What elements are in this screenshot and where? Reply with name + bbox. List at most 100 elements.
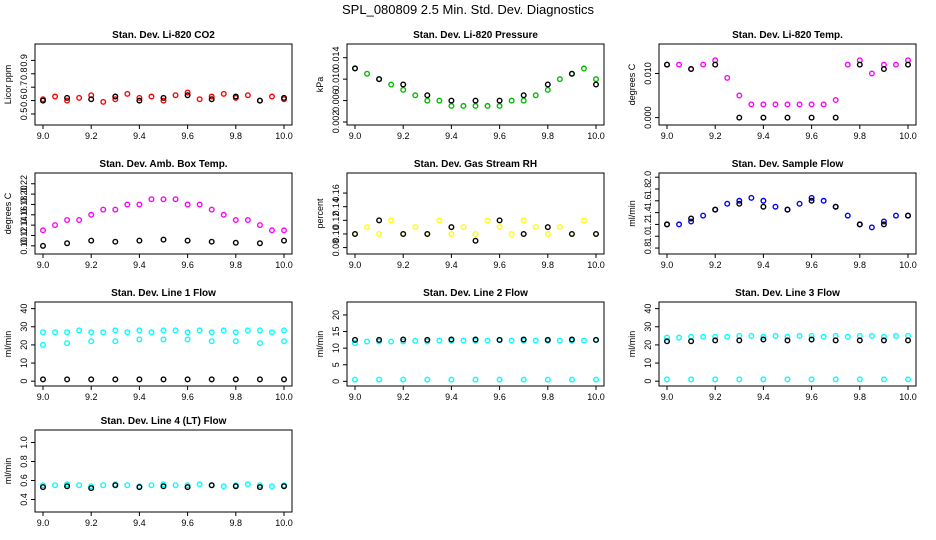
data-point	[436, 97, 443, 104]
data-point	[544, 86, 551, 93]
data-point	[664, 376, 671, 383]
y-tick-label: 0.5	[19, 108, 29, 121]
data-point	[472, 237, 479, 244]
y-axis-label: ml/min	[627, 200, 637, 227]
data-point	[484, 217, 491, 224]
x-tick-label: 9.8	[230, 131, 243, 141]
data-point	[40, 329, 47, 336]
y-tick-label: 0.010	[331, 68, 341, 91]
data-point	[244, 216, 251, 223]
data-point	[856, 376, 863, 383]
panel-3: Stan. Dev. Li-820 Temp. degrees C 9.0 9.2 9.…	[627, 30, 917, 141]
data-point	[676, 334, 683, 341]
data-point	[352, 376, 359, 383]
data-point	[172, 327, 179, 334]
data-point	[88, 338, 95, 345]
y-axis-label: ml/min	[315, 331, 325, 358]
panel-title: Stan. Dev. Li-820 Temp.	[732, 30, 843, 41]
y-tick-label: 20	[643, 340, 653, 350]
data-point	[856, 337, 863, 344]
panel-1: Stan. Dev. Li-820 CO2 Licor ppm 9.0 9.2 9.4 9…	[3, 30, 293, 141]
data-point	[664, 221, 671, 228]
data-point	[268, 329, 275, 336]
data-point	[880, 333, 887, 340]
data-point	[880, 376, 887, 383]
data-point	[256, 222, 263, 229]
data-point	[424, 92, 431, 99]
series-reference	[40, 92, 288, 104]
data-point	[712, 333, 719, 340]
data-point	[544, 376, 551, 383]
y-tick-label: 0.000	[643, 106, 653, 129]
data-point	[544, 336, 551, 343]
data-point	[208, 482, 215, 489]
data-point	[568, 70, 575, 77]
x-tick-label: 10.0	[899, 131, 917, 141]
data-point	[256, 240, 263, 247]
data-point	[580, 217, 587, 224]
data-point	[905, 61, 912, 68]
data-point	[148, 329, 155, 336]
data-point	[880, 221, 887, 228]
data-point	[76, 94, 83, 101]
x-tick-label: 9.0	[37, 392, 50, 402]
data-point	[568, 230, 575, 237]
data-point	[220, 90, 227, 97]
data-point	[376, 76, 383, 83]
y-tick-label: 0.9	[19, 54, 29, 67]
data-point	[232, 483, 239, 490]
data-point	[281, 376, 288, 383]
data-point	[892, 61, 899, 68]
data-point	[736, 197, 743, 204]
data-point	[220, 211, 227, 218]
data-point	[64, 483, 71, 490]
data-point	[352, 336, 359, 343]
data-point	[136, 327, 143, 334]
series-reference	[40, 482, 288, 492]
plot-frame	[346, 301, 605, 387]
y-tick-label: 2.0	[643, 171, 653, 184]
data-point	[256, 340, 263, 347]
data-point	[448, 97, 455, 104]
data-point	[64, 329, 71, 336]
data-point	[905, 376, 912, 383]
data-point	[496, 97, 503, 104]
data-point	[880, 218, 887, 225]
data-point	[796, 101, 803, 108]
data-point	[784, 333, 791, 340]
y-tick-label: 0.6	[19, 94, 29, 107]
x-tick-label: 9.0	[349, 131, 362, 141]
data-point	[208, 338, 215, 345]
x-tick-label: 9.0	[37, 260, 50, 270]
y-tick-label: 0.10	[19, 237, 29, 255]
data-point	[160, 196, 167, 203]
data-point	[724, 333, 731, 340]
data-point	[712, 206, 719, 213]
data-point	[748, 332, 755, 339]
data-point	[436, 217, 443, 224]
panels-group: Stan. Dev. Li-820 CO2 Licor ppm 9.0 9.2 9.4 9…	[3, 30, 917, 528]
plot-frame	[34, 301, 293, 387]
x-tick-label: 10.0	[899, 392, 917, 402]
data-point	[520, 97, 527, 104]
data-point	[172, 196, 179, 203]
x-tick-label: 9.4	[757, 260, 770, 270]
data-point	[424, 336, 431, 343]
data-point	[772, 332, 779, 339]
data-point	[184, 484, 191, 491]
x-tick-label: 10.0	[899, 260, 917, 270]
series-reference	[40, 376, 288, 383]
y-axis-label: ml/min	[3, 331, 13, 358]
x-tick-label: 9.0	[37, 131, 50, 141]
data-point	[448, 376, 455, 383]
data-point	[832, 337, 839, 344]
data-point	[136, 376, 143, 383]
data-point	[532, 92, 539, 99]
data-point	[112, 338, 119, 345]
y-tick-label: 10	[19, 358, 29, 368]
data-point	[868, 224, 875, 231]
data-point	[232, 338, 239, 345]
panel-4: Stan. Dev. Amb. Box Temp. degrees C 9.0 9.2…	[3, 159, 293, 270]
x-tick-label: 9.2	[397, 392, 410, 402]
panel-title: Stan. Dev. Sample Flow	[732, 159, 844, 170]
